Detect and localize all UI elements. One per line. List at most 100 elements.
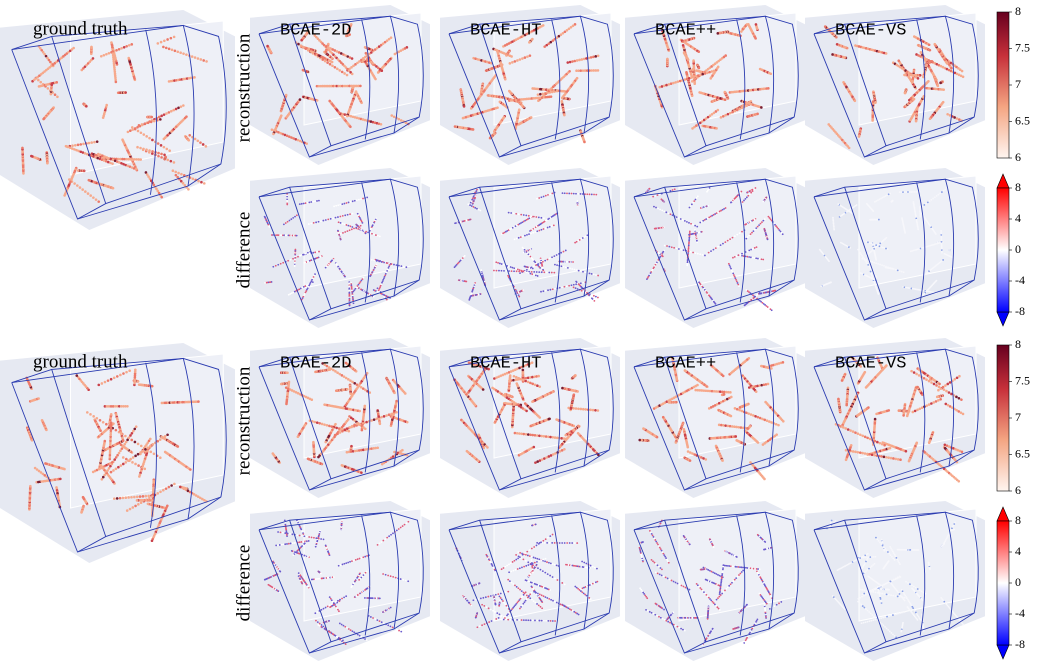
point (531, 267, 533, 269)
point (856, 204, 858, 206)
point (591, 273, 593, 275)
point (717, 246, 719, 248)
point (349, 213, 351, 215)
point (942, 88, 945, 91)
point (709, 187, 711, 189)
point (881, 264, 883, 266)
point (200, 181, 203, 184)
point (732, 257, 734, 259)
point (545, 227, 547, 229)
point (511, 270, 513, 272)
colorbar-tick-label: 6.5 (1015, 113, 1030, 127)
point (493, 130, 496, 133)
point (501, 270, 503, 272)
point (37, 79, 40, 82)
point (200, 58, 203, 61)
point (522, 270, 524, 272)
point (79, 186, 82, 189)
point (591, 194, 593, 196)
point (752, 248, 754, 250)
point (930, 199, 932, 201)
point (92, 57, 95, 60)
colorbar-tick-label: 7.5 (1015, 40, 1030, 54)
point (524, 56, 527, 59)
point (470, 295, 472, 297)
point (857, 249, 859, 251)
point (390, 114, 393, 117)
point (538, 230, 540, 232)
point (328, 100, 331, 103)
point (357, 213, 359, 215)
point (302, 69, 305, 72)
point (480, 269, 482, 271)
point (540, 217, 542, 219)
point (403, 266, 405, 268)
point (730, 268, 732, 270)
point (479, 210, 481, 212)
point (736, 234, 738, 236)
point (290, 218, 292, 220)
point (837, 203, 839, 205)
point (177, 172, 180, 175)
point (547, 227, 549, 229)
point (580, 193, 582, 195)
point (176, 50, 179, 53)
point (168, 111, 171, 114)
point (899, 270, 901, 272)
point (912, 191, 914, 193)
point (925, 203, 927, 205)
point (549, 193, 551, 195)
point (139, 147, 142, 150)
point (510, 212, 512, 214)
point (180, 180, 183, 183)
point (312, 201, 314, 203)
scatter-panel (0, 343, 235, 563)
point (936, 195, 938, 197)
point (96, 140, 99, 143)
point (595, 296, 597, 298)
point (582, 237, 584, 239)
point (528, 268, 530, 270)
scatter-panel (250, 168, 430, 328)
point (688, 246, 690, 248)
point (295, 249, 297, 251)
point (55, 81, 58, 84)
point (518, 237, 520, 239)
point (655, 207, 657, 209)
point (760, 223, 762, 225)
point (316, 200, 318, 202)
point (729, 266, 731, 268)
point (530, 233, 532, 235)
point (367, 231, 369, 233)
point (513, 267, 515, 269)
point (316, 251, 318, 253)
point (961, 70, 964, 73)
point (84, 190, 87, 193)
point (753, 230, 755, 232)
point (824, 25, 827, 28)
point (580, 238, 582, 240)
point (582, 282, 584, 284)
point (546, 271, 548, 273)
point (870, 271, 872, 273)
point (381, 261, 383, 263)
point (569, 61, 572, 64)
point (533, 274, 535, 276)
point (398, 265, 400, 267)
point (393, 264, 395, 266)
point (757, 258, 759, 260)
point (344, 276, 346, 278)
point (929, 200, 931, 202)
point (127, 57, 130, 60)
point (149, 438, 152, 441)
point (661, 210, 663, 212)
point (551, 256, 553, 258)
point (678, 248, 680, 250)
point (939, 82, 942, 85)
point (400, 119, 403, 122)
point (661, 85, 664, 88)
point (342, 215, 344, 217)
point (356, 199, 358, 201)
point (137, 130, 140, 133)
point (519, 269, 521, 271)
